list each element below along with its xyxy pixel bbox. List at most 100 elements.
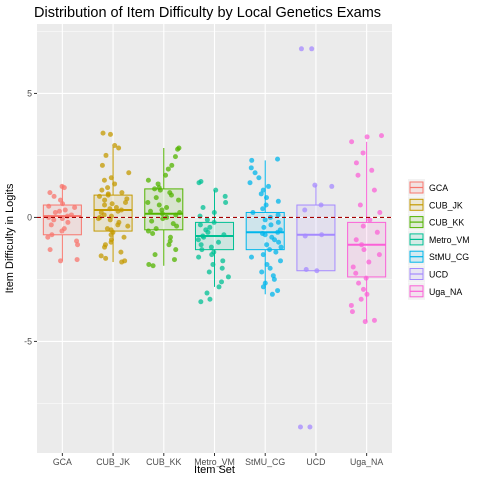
data-point xyxy=(302,207,308,213)
data-point xyxy=(121,234,127,240)
data-point xyxy=(164,205,170,211)
data-point xyxy=(204,290,210,296)
data-point xyxy=(122,258,128,264)
data-point xyxy=(378,133,384,139)
legend-label: Uga_NA xyxy=(429,287,462,297)
data-point xyxy=(371,187,377,193)
data-point xyxy=(173,247,179,253)
data-point xyxy=(156,202,162,208)
data-point xyxy=(47,190,53,196)
data-point xyxy=(174,223,180,229)
x-tick-label: Uga_NA xyxy=(350,457,383,467)
data-point xyxy=(272,237,278,243)
data-point xyxy=(220,258,226,264)
data-point xyxy=(99,162,105,168)
data-point xyxy=(250,209,256,215)
data-point xyxy=(196,254,202,260)
data-point xyxy=(249,157,255,163)
data-point xyxy=(65,219,71,225)
data-point xyxy=(204,217,210,223)
data-point xyxy=(371,317,377,323)
data-point xyxy=(150,263,156,269)
data-point xyxy=(349,139,355,145)
data-point xyxy=(61,185,67,191)
data-point xyxy=(350,264,356,270)
data-point xyxy=(248,165,254,171)
data-point xyxy=(219,265,225,271)
data-point xyxy=(364,291,370,297)
series-Uga_NA xyxy=(347,133,387,325)
data-point xyxy=(107,206,113,212)
x-tick-label: CUB_JK xyxy=(96,457,130,467)
data-point xyxy=(349,309,355,315)
data-point xyxy=(260,284,266,290)
data-point xyxy=(361,247,367,253)
data-point xyxy=(275,212,281,218)
data-point xyxy=(119,190,125,196)
data-point xyxy=(209,252,215,258)
data-point xyxy=(363,275,369,281)
data-point xyxy=(205,229,211,235)
data-point xyxy=(62,207,68,213)
data-point xyxy=(353,160,359,166)
data-point xyxy=(100,130,106,136)
data-point xyxy=(263,202,269,208)
y-tick-label: 5 xyxy=(27,88,32,98)
data-point xyxy=(166,242,172,248)
data-point xyxy=(223,200,229,206)
data-point xyxy=(298,46,304,52)
data-point xyxy=(126,170,132,176)
data-point xyxy=(262,217,268,223)
data-point xyxy=(314,268,320,274)
data-point xyxy=(118,249,124,255)
data-point xyxy=(207,296,213,302)
data-point xyxy=(357,202,363,208)
data-point xyxy=(265,183,271,189)
data-point xyxy=(105,192,111,198)
data-point xyxy=(112,181,118,187)
data-point xyxy=(269,291,275,297)
data-point xyxy=(195,237,201,243)
data-point xyxy=(364,134,370,140)
data-point xyxy=(222,193,228,199)
series-layer xyxy=(42,46,387,430)
data-point xyxy=(264,262,270,268)
data-point xyxy=(75,242,81,248)
legend-item-Uga_NA: Uga_NA xyxy=(408,282,462,300)
data-point xyxy=(145,177,151,183)
data-point xyxy=(376,252,382,258)
data-point xyxy=(374,229,380,235)
data-point xyxy=(146,262,152,268)
data-point xyxy=(58,197,64,203)
x-tick-label: StMU_CG xyxy=(245,457,285,467)
data-point xyxy=(275,198,281,204)
data-point xyxy=(102,197,108,203)
data-point xyxy=(169,162,175,168)
legend: GCA CUB_JK CUB_KK Metro_VM StMU_CG UCD Uga_NA xyxy=(408,179,470,300)
data-point xyxy=(260,252,266,258)
data-point xyxy=(125,223,131,229)
data-point xyxy=(219,279,225,285)
data-point xyxy=(99,187,105,193)
data-point xyxy=(74,257,80,263)
data-point xyxy=(216,284,222,290)
data-point xyxy=(267,247,273,253)
data-point xyxy=(46,203,52,209)
data-point xyxy=(150,231,156,237)
data-point xyxy=(103,255,109,261)
data-point xyxy=(278,244,284,250)
data-point xyxy=(210,262,216,268)
data-point xyxy=(211,219,217,225)
data-point xyxy=(369,167,375,173)
legend-item-UCD: UCD xyxy=(408,265,448,283)
data-point xyxy=(268,222,274,228)
data-point xyxy=(105,185,111,191)
legend-label: StMU_CG xyxy=(429,252,469,262)
data-point xyxy=(107,217,113,223)
data-point xyxy=(96,193,102,199)
data-point xyxy=(122,200,128,206)
legend-item-StMU_CG: StMU_CG xyxy=(408,248,469,266)
data-point xyxy=(307,424,313,430)
data-point xyxy=(52,209,58,215)
data-point xyxy=(103,152,109,158)
